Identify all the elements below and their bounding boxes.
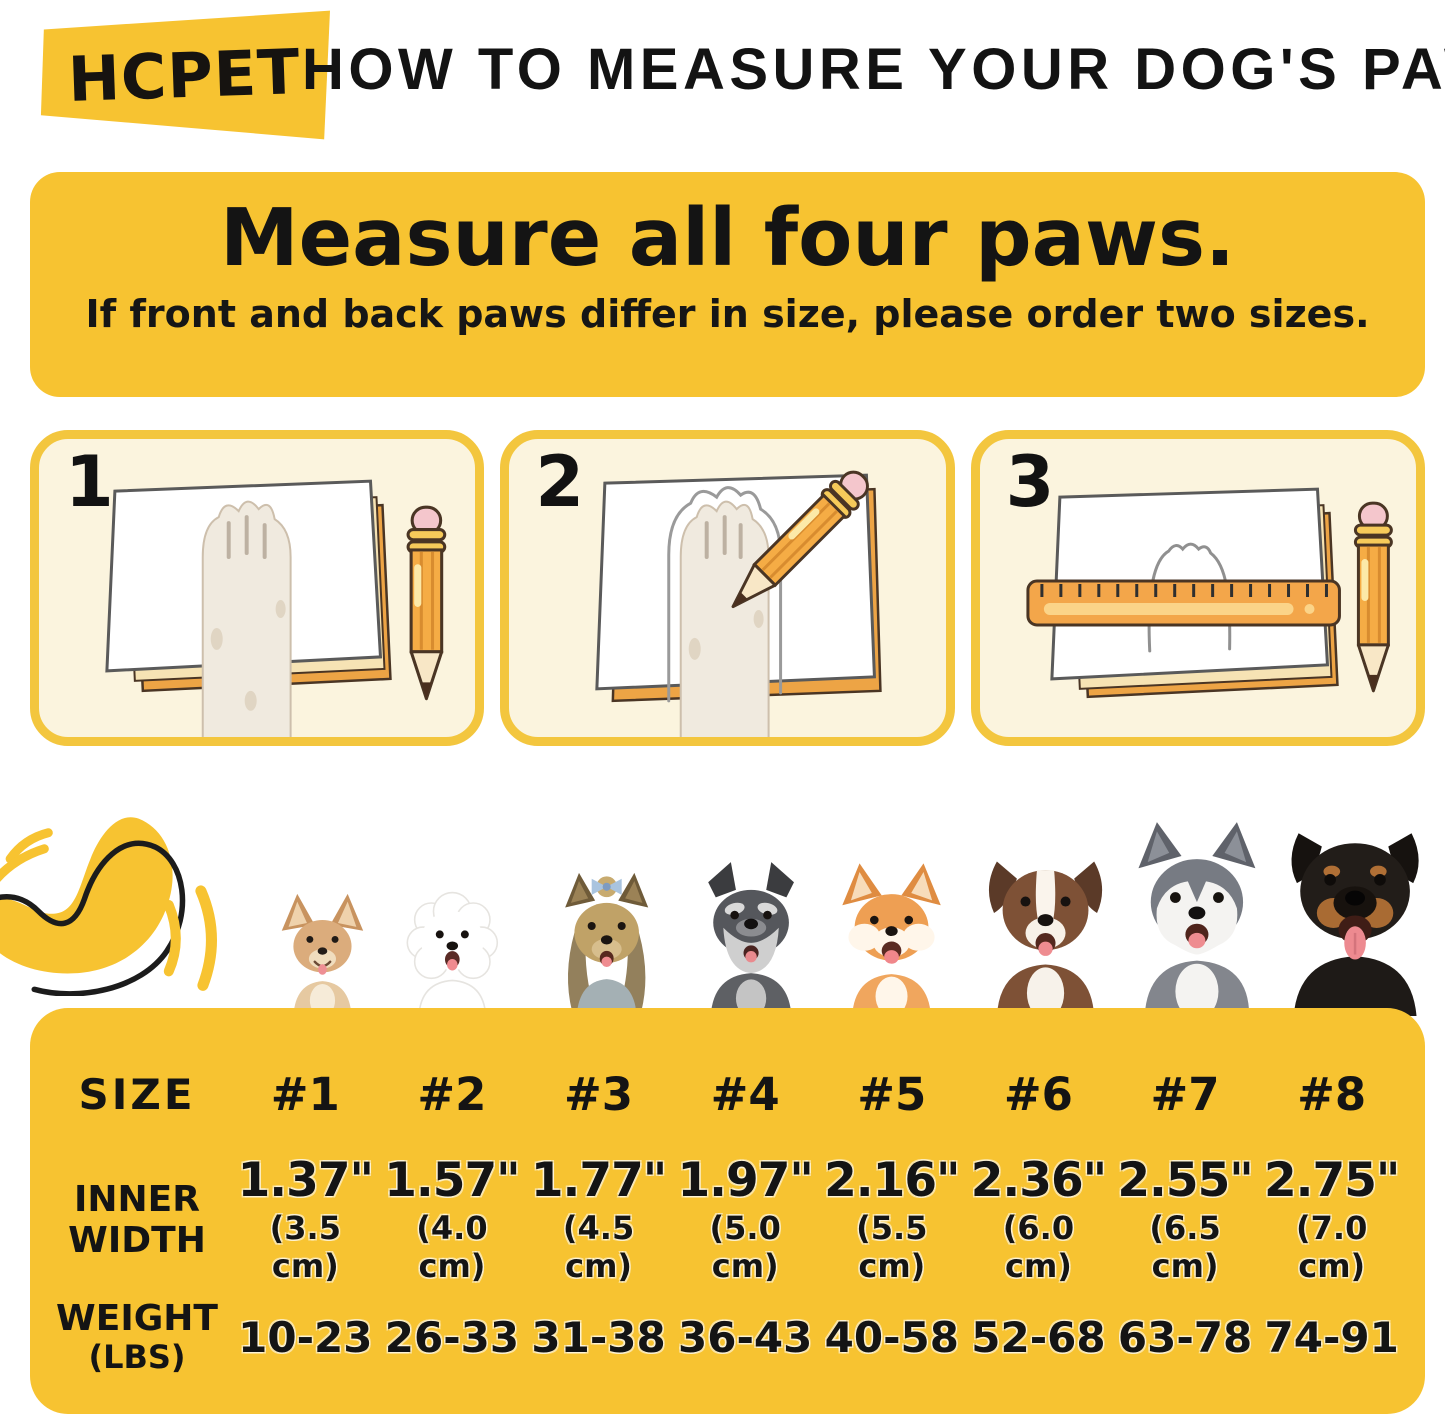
weight-value: 26-33 [384,1312,520,1362]
weight-value: 63-78 [1117,1312,1253,1362]
size-value: #2 [417,1067,487,1121]
traced-outline-icon [1147,542,1231,653]
size-value: #5 [857,1067,927,1121]
dog-photo-australian-shepherd [988,861,1103,1016]
inner-width-value: 2.16" (5.5 cm) [824,1153,960,1286]
step-card-2: 2 [500,430,955,746]
size-row-label: SIZE [78,1069,196,1119]
inner-width-value: 1.97" (5.0 cm) [677,1153,813,1286]
paw-on-paper-illustration [105,479,447,737]
weight-value: 10-23 [238,1312,373,1362]
weight-row-label: WEIGHT (LBS) [42,1298,232,1376]
paw-icon [201,500,292,737]
dog-photo-chihuahua [281,893,364,1016]
inner-width-row: INNER WIDTH 1.37" (3.5 cm) 1.57" (4.0 cm… [30,1156,1425,1286]
dog-photo-shiba-inu [842,863,941,1016]
page-title: HOW TO MEASURE YOUR DOG'S PAWS [302,37,1445,102]
step-number: 1 [65,441,114,523]
inner-width-value: 1.37" (3.5 cm) [237,1153,374,1286]
inner-width-label-line2: WIDTH [68,1219,206,1261]
size-value: #8 [1297,1067,1367,1121]
dogs-row [0,786,1445,1016]
weight-value: 36-43 [678,1312,813,1362]
traced-outline-icon [667,486,783,703]
banner-title: Measure all four paws. [219,192,1235,284]
step-number: 3 [1005,441,1055,523]
inner-width-label-line1: INNER [74,1179,200,1221]
measure-width-illustration [1026,487,1393,699]
steps-row: 1 2 [30,430,1425,746]
banner-subtitle: If front and back paws differ in size, p… [85,292,1370,336]
dog-photo-miniature-schnauzer [708,862,794,1016]
step-card-1: 1 [30,430,485,746]
dog-photo-rottweiler [1291,833,1419,1016]
inner-width-value: 2.36" (6.0 cm) [970,1153,1107,1286]
inner-width-row-label: INNER WIDTH [42,1180,232,1261]
dog-photo-yorkshire-terrier [565,872,649,1016]
weight-row: WEIGHT (LBS) 10-23 26-33 31-38 36-43 40-… [30,1288,1425,1386]
size-chart: SIZE #1 #2 #3 #4 #5 #6 #7 #8 INNER WIDTH… [30,1008,1425,1414]
size-value: #7 [1150,1067,1220,1121]
measure-banner: Measure all four paws. If front and back… [30,172,1425,397]
size-value: #4 [710,1067,780,1121]
step-number: 2 [535,441,585,523]
weight-value: 52-68 [971,1312,1106,1362]
trace-paw-illustration [595,462,883,737]
brand-logo-text: HCPET [66,34,302,116]
inner-width-value: 2.75" (7.0 cm) [1263,1153,1400,1286]
swoosh-icon [0,817,217,996]
size-value: #3 [564,1067,634,1121]
dog-photo-alaskan-malamute [1138,822,1256,1016]
inner-width-value: 1.77" (4.5 cm) [530,1153,667,1286]
weight-label-line2: (LBS) [88,1337,186,1376]
weight-value: 40-58 [824,1312,959,1362]
size-value: #1 [270,1067,340,1121]
inner-width-value: 1.57" (4.0 cm) [384,1153,520,1286]
weight-value: 31-38 [531,1312,666,1362]
ruler-icon [1026,579,1341,627]
weight-label-line1: WEIGHT [56,1298,218,1340]
size-row: SIZE #1 #2 #3 #4 #5 #6 #7 #8 [30,1052,1425,1136]
step-card-3: 3 [970,430,1425,746]
weight-value: 74-91 [1264,1312,1399,1362]
size-value: #6 [1003,1067,1073,1121]
paw-icon [680,500,770,737]
inner-width-value: 2.55" (6.5 cm) [1117,1153,1253,1286]
dog-photo-bichon-frise [406,891,499,1016]
brand-logo: HCPET [40,10,330,140]
